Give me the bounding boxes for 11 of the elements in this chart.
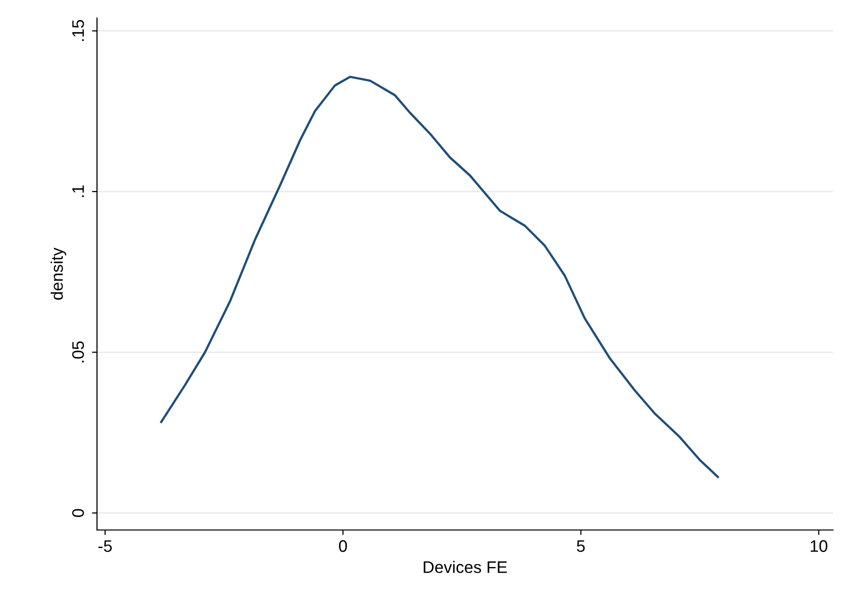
x-tick-label: 5 [576,540,585,552]
x-tick-label: 0 [338,540,347,552]
x-tick-label: 10 [810,540,828,552]
line-series [160,76,719,478]
y-tick-label: .1 [72,185,84,197]
y-axis-title: density [50,248,66,300]
y-tick-label: .15 [72,20,84,41]
y-tick-label: .05 [72,341,84,362]
x-axis-title: Devices FE [424,560,507,574]
x-tick-label: -5 [98,540,112,552]
y-tick-label: 0 [72,508,84,517]
